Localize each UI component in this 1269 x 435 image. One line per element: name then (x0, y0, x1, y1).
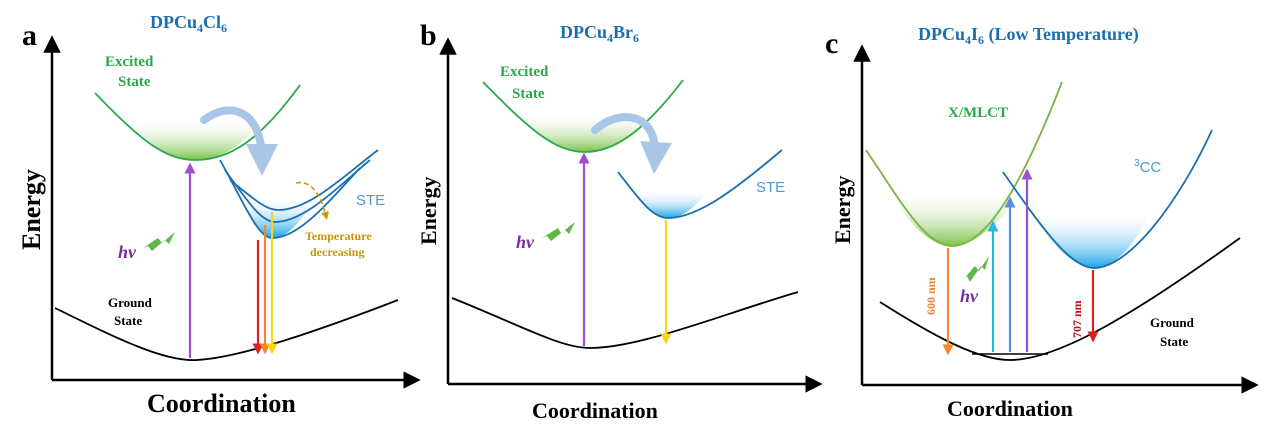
panel-letter-b: b (420, 19, 437, 52)
ground-state-curve-c (879, 237, 1241, 361)
ground-state-curve-b (451, 291, 799, 349)
nm600-label-c: 600 nm (924, 277, 938, 315)
ste-fill-b (635, 190, 708, 218)
cc-fill-c (1030, 210, 1152, 268)
lightning-icon-c (963, 256, 989, 282)
ground-label-a-2: State (114, 313, 142, 328)
ground-label-c-1: Ground (1150, 315, 1195, 330)
excited-label-a-2: State (118, 74, 151, 90)
x-axis-label-a: Coordination (147, 389, 296, 418)
ste-label-b: STE (756, 179, 785, 196)
excited-state-fill-b (515, 112, 655, 152)
relaxation-arrow-b (591, 113, 672, 174)
cc-curve-c (1002, 129, 1213, 269)
ground-label-a-1: Ground (108, 295, 153, 310)
hv-label-b: hν (516, 232, 535, 252)
x-axis-label-b: Coordination (532, 398, 658, 423)
y-axis-label-c: Energy (830, 176, 855, 244)
xmlct-curve-c (865, 81, 1063, 247)
y-axis-label-a: Energy (17, 169, 46, 250)
ste-curve-3-a (229, 149, 379, 211)
excited-label-b-1: Excited (500, 64, 549, 80)
excited-state-curve-b (482, 79, 684, 153)
lightning-icon-b (542, 222, 575, 241)
ste-curve-2-a (224, 159, 371, 223)
hv-label-a: hν (118, 242, 137, 262)
x-axis-label-c: Coordination (947, 396, 1073, 421)
ground-state-curve-a (54, 299, 399, 361)
ste-label-a: STE (356, 192, 385, 209)
nm707-label-c: 707 nm (1070, 300, 1084, 338)
hv-label-c: hν (960, 286, 979, 306)
panel-c: c DPCu4I6 (Low Temperature) Energy Coord… (825, 24, 1259, 421)
panel-letter-c: c (825, 27, 838, 60)
panel-b-title: DPCu4Br6 (560, 22, 639, 45)
temperature-label-a-2: decreasing (310, 245, 364, 259)
excited-state-fill-a (130, 118, 262, 160)
excited-label-a-1: Excited (105, 54, 154, 70)
ste-curve-b (617, 149, 783, 219)
ground-label-c-2: State (1160, 334, 1188, 349)
y-axis-label-b: Energy (416, 177, 441, 245)
temperature-label-a-1: Temperature (305, 229, 372, 243)
xmlct-fill-c (888, 190, 1025, 246)
panel-letter-a: a (22, 19, 37, 52)
relaxation-arrow-a (200, 106, 278, 176)
xmlct-label-c: X/MLCT (948, 105, 1008, 121)
lightning-icon-a (143, 232, 175, 251)
excited-label-b-2: State (512, 86, 545, 102)
panel-b: b DPCu4Br6 Energy Coordination Excited S… (416, 19, 823, 423)
panel-a: a DPCu4Cl6 Energy Coordination Excited S… (17, 12, 421, 418)
cc-label-c: 3CC (1134, 158, 1161, 176)
panel-a-title: DPCu4Cl6 (150, 12, 227, 35)
panel-c-title: DPCu4I6 (Low Temperature) (918, 24, 1139, 47)
temperature-arrow-a (295, 181, 329, 220)
excited-state-curve-a (94, 84, 301, 161)
